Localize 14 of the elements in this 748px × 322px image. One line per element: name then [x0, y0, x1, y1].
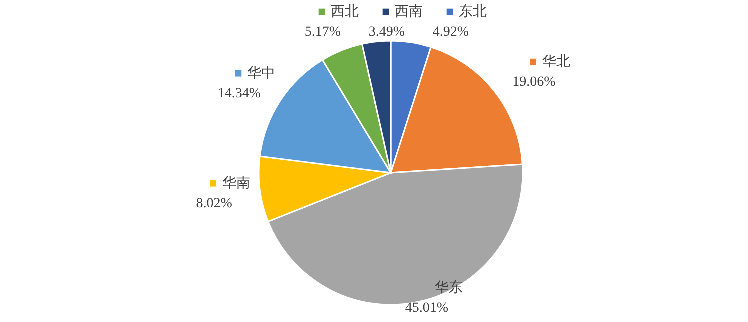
data-label: 5.17% [304, 25, 342, 40]
legend-label: 华中 [247, 66, 276, 82]
legend-label: 华南 [222, 176, 250, 192]
legend-label: 西南 [395, 4, 423, 20]
data-label: 45.01% [405, 301, 449, 316]
legend-label: 华北 [542, 54, 570, 70]
data-label: 4.92% [432, 25, 470, 40]
data-label: 3.49% [368, 25, 406, 40]
data-label: 8.02% [196, 196, 233, 212]
data-label: 19.06% [512, 75, 556, 90]
legend-label: 东北 [459, 4, 487, 20]
data-label: 14.34% [218, 86, 262, 102]
slice-label: 华东 [434, 280, 463, 296]
legend-label: 西北 [331, 4, 359, 20]
